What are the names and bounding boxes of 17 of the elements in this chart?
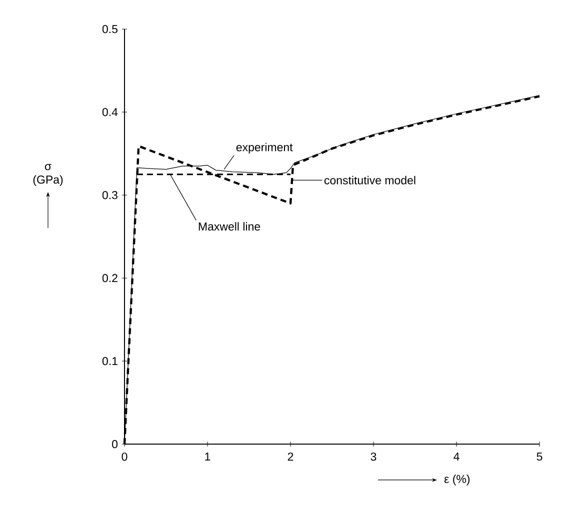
x-tick-label: 3 xyxy=(370,452,376,461)
y-axis-title: σ (GPa) xyxy=(33,164,63,186)
annotation: Maxwell line xyxy=(198,222,260,231)
y-tick-label: 0 xyxy=(112,440,118,448)
x-tick-label: 0 xyxy=(122,452,128,461)
x-tick-label: 2 xyxy=(288,452,294,461)
x-axis-title: ε (%) xyxy=(444,474,470,486)
annotation: experiment xyxy=(236,142,293,154)
x-tick-label: 5 xyxy=(536,452,542,461)
y-tick-label: 0.5 xyxy=(102,25,118,34)
y-tick-label: 0.1 xyxy=(102,357,118,366)
y-tick-label: 0.3 xyxy=(102,191,118,200)
x-tick-label: 1 xyxy=(205,452,210,461)
x-tick-label: 4 xyxy=(454,452,460,461)
y-tick-label: 0.4 xyxy=(102,108,118,116)
y-tick-label: 0.2 xyxy=(102,274,118,282)
annotation: constitutive model xyxy=(324,176,416,184)
